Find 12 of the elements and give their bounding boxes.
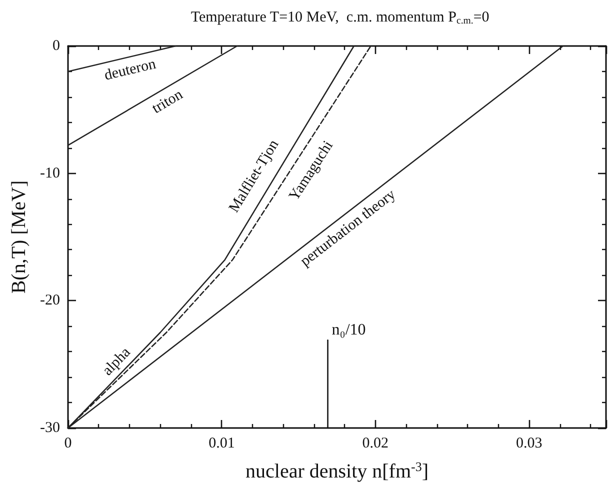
x-tick-label: 0.03 bbox=[516, 436, 542, 452]
x-tick-label: 0 bbox=[64, 436, 72, 452]
y-tick-label: -10 bbox=[40, 165, 60, 182]
y-axis-title: B(n,T) [MeV] bbox=[8, 180, 30, 294]
text: deuteron bbox=[102, 56, 158, 84]
y-tick-label: -20 bbox=[40, 292, 60, 309]
y-tick-label: 0 bbox=[52, 38, 60, 54]
text: triton bbox=[150, 86, 186, 118]
annotation: n₀/10 bbox=[332, 322, 366, 339]
x-tick-label: 0.01 bbox=[208, 436, 235, 452]
x-tick-label: 0.02 bbox=[362, 436, 389, 452]
y-tick-label: -30 bbox=[40, 420, 60, 436]
